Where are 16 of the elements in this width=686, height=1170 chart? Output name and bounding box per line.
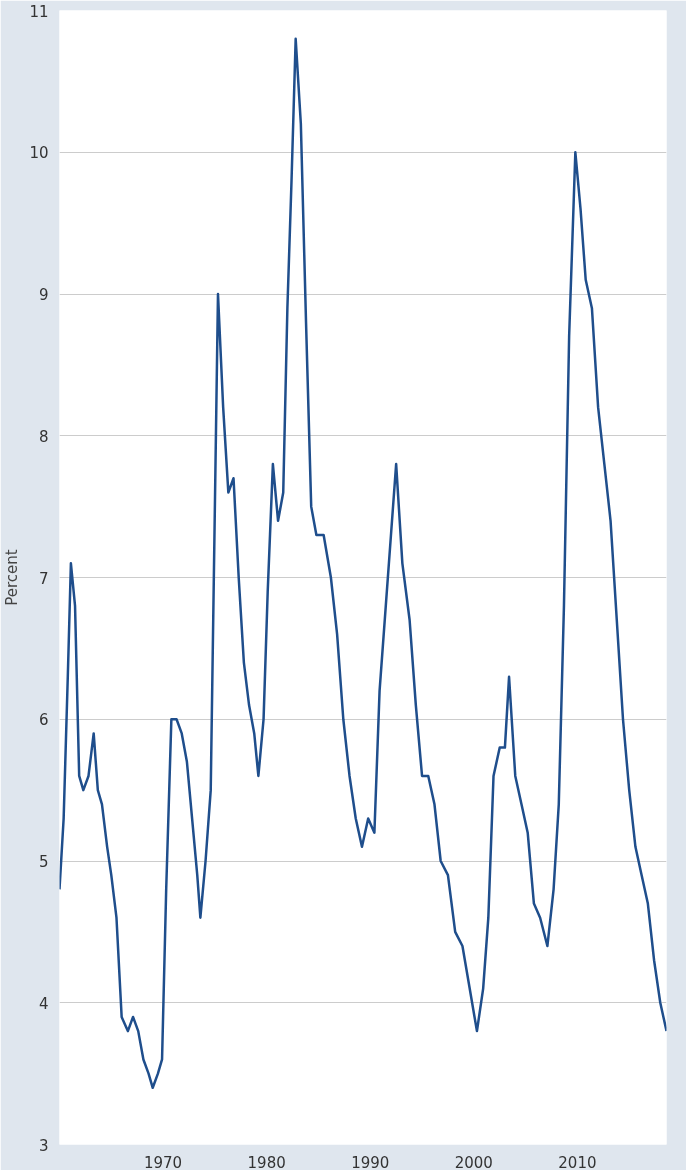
x-tick-label: 2000 — [454, 1153, 493, 1170]
y-tick-label: 7 — [38, 569, 49, 588]
y-tick-label: 11 — [29, 2, 49, 21]
x-tick-label: 1980 — [247, 1153, 286, 1170]
x-tick-label: 1970 — [144, 1153, 183, 1170]
y-tick-label: 6 — [38, 711, 49, 730]
y-axis-title: Percent — [3, 549, 22, 606]
x-tick-label: 1990 — [351, 1153, 390, 1170]
y-tick-label: 5 — [38, 853, 49, 871]
y-tick-label: 9 — [38, 286, 49, 304]
y-tick-label: 4 — [38, 994, 49, 1013]
y-tick-label: 8 — [38, 427, 49, 446]
y-tick-label: 3 — [38, 1136, 49, 1155]
line-series — [59, 37, 667, 1090]
y-tick-label: 10 — [29, 144, 49, 163]
x-tick-label: 2010 — [558, 1153, 597, 1170]
